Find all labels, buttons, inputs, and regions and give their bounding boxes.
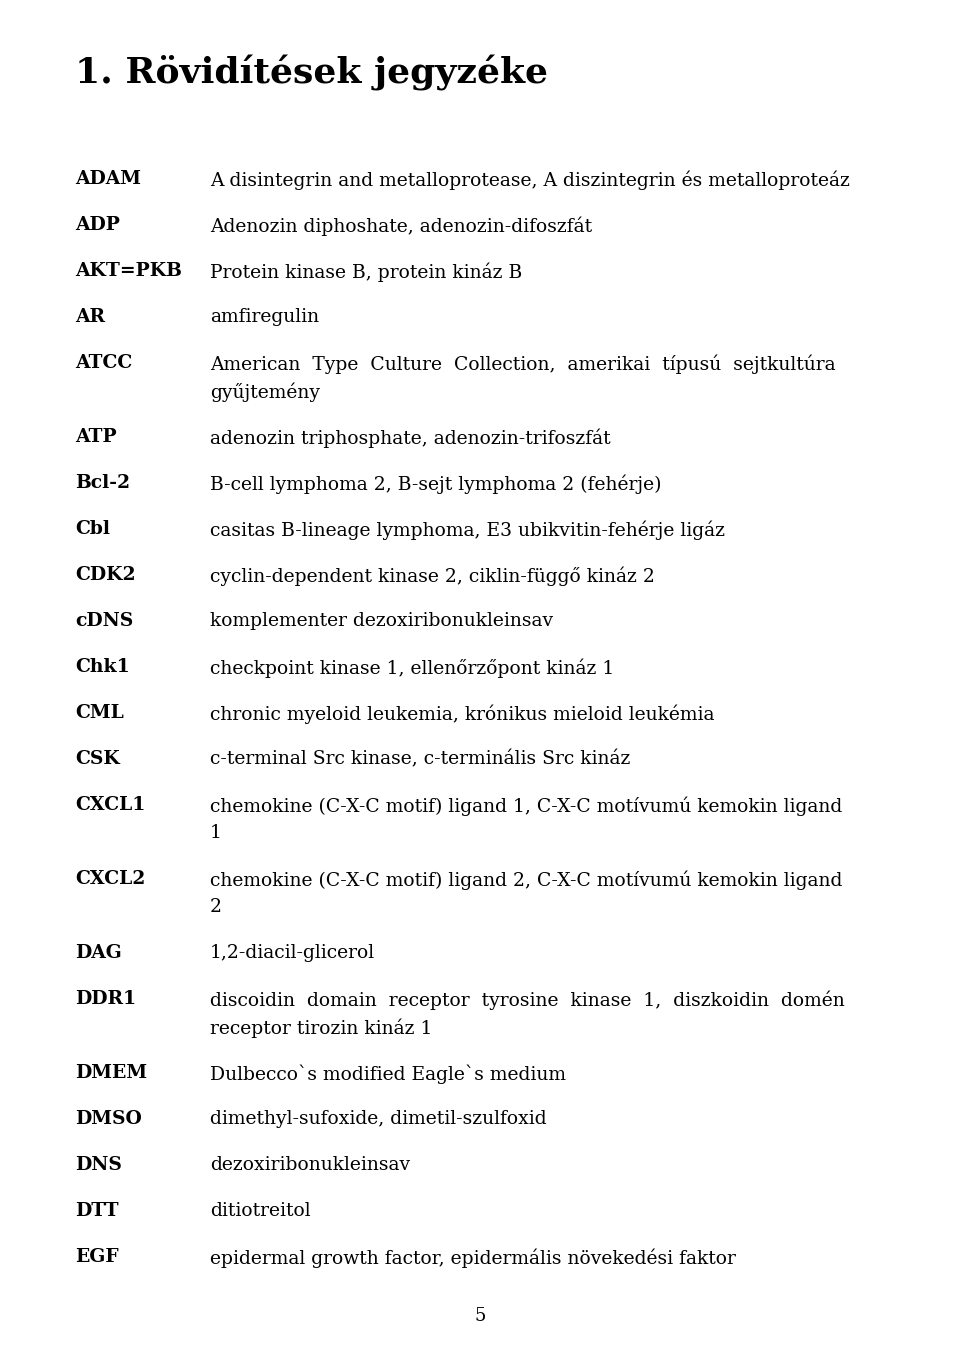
- Text: DTT: DTT: [75, 1202, 119, 1219]
- Text: DNS: DNS: [75, 1155, 122, 1175]
- Text: B-cell lymphoma 2, B-sejt lymphoma 2 (fehérje): B-cell lymphoma 2, B-sejt lymphoma 2 (fe…: [210, 474, 661, 494]
- Text: chemokine (C-X-C motif) ligand 1, C-X-C motívumú kemokin ligand: chemokine (C-X-C motif) ligand 1, C-X-C …: [210, 796, 842, 815]
- Text: adenozin triphosphate, adenozin-trifoszfát: adenozin triphosphate, adenozin-trifoszf…: [210, 427, 611, 448]
- Text: amfiregulin: amfiregulin: [210, 308, 319, 327]
- Text: chronic myeloid leukemia, krónikus mieloid leukémia: chronic myeloid leukemia, krónikus mielo…: [210, 704, 714, 724]
- Text: dezoxiribonukleinsav: dezoxiribonukleinsav: [210, 1155, 410, 1175]
- Text: epidermal growth factor, epidermális növekedési faktor: epidermal growth factor, epidermális növ…: [210, 1248, 736, 1267]
- Text: DAG: DAG: [75, 945, 122, 962]
- Text: 1: 1: [210, 823, 222, 842]
- Text: cyclin-dependent kinase 2, ciklin-függő kináz 2: cyclin-dependent kinase 2, ciklin-függő …: [210, 566, 655, 585]
- Text: CXCL2: CXCL2: [75, 870, 145, 887]
- Text: ditiotreitol: ditiotreitol: [210, 1202, 311, 1219]
- Text: A disintegrin and metalloprotease, A diszintegrin és metalloproteáz: A disintegrin and metalloprotease, A dis…: [210, 170, 850, 189]
- Text: komplementer dezoxiribonukleinsav: komplementer dezoxiribonukleinsav: [210, 612, 553, 630]
- Text: DMEM: DMEM: [75, 1064, 147, 1082]
- Text: ADAM: ADAM: [75, 170, 141, 188]
- Text: DMSO: DMSO: [75, 1111, 142, 1128]
- Text: AKT=PKB: AKT=PKB: [75, 263, 181, 280]
- Text: 2: 2: [210, 898, 222, 916]
- Text: ADP: ADP: [75, 216, 120, 234]
- Text: ATP: ATP: [75, 427, 116, 446]
- Text: ATCC: ATCC: [75, 354, 132, 372]
- Text: DDR1: DDR1: [75, 989, 136, 1009]
- Text: c-terminal Src kinase, c-terminális Src kináz: c-terminal Src kinase, c-terminális Src …: [210, 750, 631, 768]
- Text: dimethyl-sufoxide, dimetil-szulfoxid: dimethyl-sufoxide, dimetil-szulfoxid: [210, 1111, 546, 1128]
- Text: discoidin  domain  receptor  tyrosine  kinase  1,  diszkoidin  domén: discoidin domain receptor tyrosine kinas…: [210, 989, 845, 1010]
- Text: Adenozin diphoshate, adenozin-difoszfát: Adenozin diphoshate, adenozin-difoszfát: [210, 216, 592, 235]
- Text: 5: 5: [474, 1307, 486, 1326]
- Text: American  Type  Culture  Collection,  amerikai  típusú  sejtkultúra: American Type Culture Collection, amerik…: [210, 354, 835, 373]
- Text: chemokine (C-X-C motif) ligand 2, C-X-C motívumú kemokin ligand: chemokine (C-X-C motif) ligand 2, C-X-C …: [210, 870, 842, 890]
- Text: cDNS: cDNS: [75, 612, 133, 630]
- Text: checkpoint kinase 1, ellenőrzőpont kináz 1: checkpoint kinase 1, ellenőrzőpont kináz…: [210, 657, 614, 678]
- Text: CDK2: CDK2: [75, 566, 135, 584]
- Text: Dulbecco`s modified Eagle`s medium: Dulbecco`s modified Eagle`s medium: [210, 1064, 566, 1083]
- Text: Cbl: Cbl: [75, 520, 110, 538]
- Text: CXCL1: CXCL1: [75, 796, 145, 814]
- Text: AR: AR: [75, 308, 105, 327]
- Text: Bcl-2: Bcl-2: [75, 474, 130, 491]
- Text: Chk1: Chk1: [75, 657, 130, 676]
- Text: CSK: CSK: [75, 750, 120, 768]
- Text: 1,2-diacil-glicerol: 1,2-diacil-glicerol: [210, 945, 375, 962]
- Text: receptor tirozin kináz 1: receptor tirozin kináz 1: [210, 1018, 432, 1037]
- Text: EGF: EGF: [75, 1248, 119, 1266]
- Text: CML: CML: [75, 704, 124, 721]
- Text: gyűjtemény: gyűjtemény: [210, 382, 320, 401]
- Text: casitas B-lineage lymphoma, E3 ubikvitin-fehérje ligáz: casitas B-lineage lymphoma, E3 ubikvitin…: [210, 520, 725, 539]
- Text: 1. Rövidítések jegyzéke: 1. Rövidítések jegyzéke: [75, 54, 548, 91]
- Text: Protein kinase B, protein kináz B: Protein kinase B, protein kináz B: [210, 263, 522, 282]
